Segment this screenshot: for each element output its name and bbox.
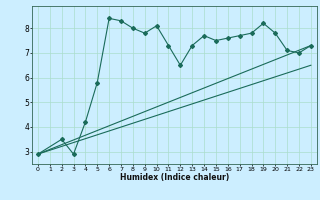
X-axis label: Humidex (Indice chaleur): Humidex (Indice chaleur)	[120, 173, 229, 182]
